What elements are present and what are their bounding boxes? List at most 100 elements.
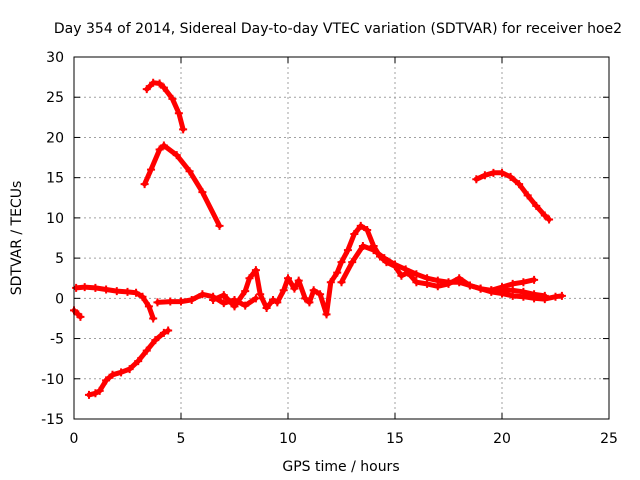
data-point	[166, 297, 175, 306]
y-tick-label: 5	[55, 251, 64, 267]
data-point	[80, 283, 89, 292]
series-line	[473, 170, 552, 222]
data-point	[251, 266, 260, 275]
data-point	[380, 254, 389, 263]
data-point	[333, 268, 342, 277]
data-point	[508, 279, 517, 288]
data-point	[540, 291, 549, 300]
series-layer	[70, 78, 566, 399]
data-point	[309, 286, 318, 295]
data-point	[465, 281, 474, 290]
data-point	[356, 221, 365, 230]
data-point	[412, 270, 421, 279]
chart-title: Day 354 of 2014, Sidereal Day-to-day VTE…	[54, 21, 622, 37]
data-point	[322, 310, 331, 319]
x-axis-label: GPS time / hours	[282, 459, 399, 475]
data-point	[343, 246, 352, 255]
data-point	[472, 175, 481, 184]
data-point	[108, 370, 117, 379]
data-point	[498, 168, 506, 177]
series-arc-1	[70, 306, 85, 321]
data-point	[337, 278, 346, 287]
data-point	[519, 278, 528, 287]
data-point	[487, 286, 496, 295]
data-point	[219, 299, 228, 308]
data-point	[455, 278, 464, 287]
data-point	[358, 242, 367, 251]
data-point	[138, 292, 147, 301]
series-arc-4	[140, 141, 224, 230]
data-point	[391, 260, 399, 269]
data-point	[251, 294, 260, 303]
data-point	[256, 290, 265, 299]
data-point	[423, 274, 432, 283]
data-point	[159, 141, 168, 150]
data-point	[545, 215, 554, 224]
data-point	[506, 172, 515, 181]
x-tick-label: 25	[600, 431, 618, 447]
grid-layer	[74, 57, 609, 419]
data-point	[294, 276, 303, 285]
data-point	[149, 314, 158, 323]
y-tick-label: 15	[46, 171, 64, 187]
y-tick-label: -5	[50, 332, 64, 348]
data-point	[155, 79, 164, 88]
data-point	[262, 303, 271, 312]
data-point	[177, 297, 185, 306]
data-point	[326, 278, 335, 287]
series-arc-2	[72, 283, 158, 323]
data-point	[134, 357, 143, 366]
data-point	[245, 274, 254, 283]
data-point	[76, 312, 85, 321]
data-point	[132, 288, 141, 297]
y-tick-label: 20	[46, 130, 64, 146]
x-tick-label: 15	[386, 431, 404, 447]
series-line	[144, 80, 186, 132]
data-point	[540, 211, 549, 220]
data-point	[498, 283, 506, 292]
series-line	[339, 243, 548, 299]
data-point	[401, 265, 410, 274]
data-point	[84, 390, 93, 399]
x-tick-label: 5	[177, 431, 186, 447]
series-line	[142, 143, 222, 229]
data-point	[412, 278, 421, 287]
series-arc-8	[337, 242, 549, 300]
series-line	[73, 284, 156, 321]
data-point	[316, 290, 325, 299]
data-point	[123, 287, 132, 296]
y-tick-label: 0	[55, 291, 64, 307]
y-axis-label: SDTVAR / TECUs	[9, 181, 25, 296]
data-point	[284, 274, 292, 283]
data-point	[159, 83, 168, 92]
plot-frame	[73, 56, 610, 420]
y-tick-label: 30	[46, 50, 64, 66]
y-tick-label: 10	[46, 211, 64, 227]
data-point	[519, 287, 528, 296]
data-point	[515, 180, 524, 189]
data-point	[174, 109, 183, 118]
data-point	[142, 85, 151, 94]
y-tick-label: 25	[46, 90, 64, 106]
data-point	[102, 376, 111, 385]
data-point	[102, 285, 111, 294]
data-point	[215, 221, 224, 230]
data-point	[140, 180, 149, 189]
data-point	[159, 328, 168, 337]
y-tick-label: -10	[41, 372, 64, 388]
x-tick-label: 20	[493, 431, 511, 447]
series-arc-10	[487, 275, 539, 295]
data-point	[187, 295, 196, 304]
data-point	[164, 326, 173, 335]
data-point	[179, 125, 188, 134]
x-tick-label: 10	[279, 431, 297, 447]
data-point	[350, 229, 359, 238]
data-point	[480, 171, 489, 180]
data-point	[241, 301, 250, 310]
data-point	[305, 298, 314, 307]
data-point	[172, 151, 181, 160]
data-point	[444, 278, 453, 287]
series-arc-3	[84, 326, 173, 399]
series-arc-9	[472, 168, 554, 224]
